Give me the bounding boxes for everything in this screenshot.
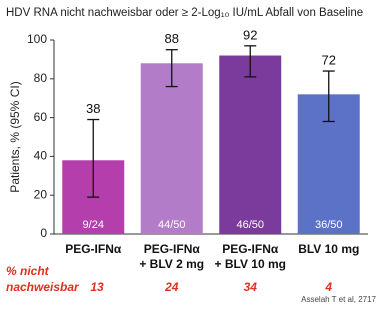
y-tick-label: 40 [34, 149, 48, 163]
row-value: 34 [244, 280, 258, 294]
source: Asselah T et al, 2717 [301, 295, 376, 304]
x-tick-label: PEG-IFNα [144, 242, 201, 256]
y-tick-label: 20 [34, 187, 48, 201]
value-label: 38 [86, 101, 100, 116]
row-value: 24 [164, 280, 179, 294]
chart-title: HDV RNA nicht nachweisbar oder ≥ 2-Log₁₀… [6, 7, 363, 19]
x-tick-label: PEG-IFNα [222, 242, 279, 256]
bar-label: 44/50 [158, 219, 186, 231]
x-tick-label: + BLV 10 mg [215, 257, 286, 271]
bar-label: 9/24 [83, 219, 104, 231]
y-tick-label: 60 [34, 110, 48, 124]
value-label: 88 [165, 31, 179, 46]
bar-label: 36/50 [315, 219, 343, 231]
y-tick-label: 80 [34, 71, 48, 85]
x-tick-label: PEG-IFNα [65, 242, 122, 256]
row-label: % nicht [6, 264, 50, 278]
x-tick-label: BLV 10 mg [298, 242, 359, 256]
y-tick-label: 100 [27, 32, 47, 46]
x-tick-label: + BLV 2 mg [139, 257, 204, 271]
row-value: 4 [324, 280, 332, 294]
bar [219, 55, 282, 234]
row-label: nachweisbar [6, 280, 80, 294]
row-value: 13 [90, 280, 104, 294]
value-label: 72 [322, 52, 336, 67]
bar [140, 63, 203, 234]
y-tick-label: 0 [40, 226, 47, 240]
y-axis-label: Patients, % (95% CI) [8, 81, 22, 192]
value-label: 92 [243, 27, 257, 42]
bar-label: 46/50 [236, 219, 264, 231]
